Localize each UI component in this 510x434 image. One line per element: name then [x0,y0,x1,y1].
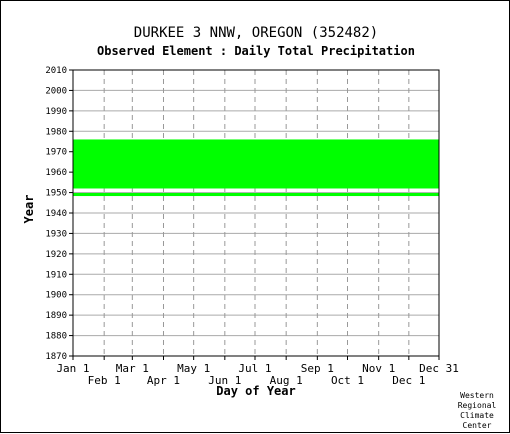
x-tick-label: Oct 1 [331,374,364,387]
credit-line-3: Climate [460,411,494,420]
y-tick-label: 1890 [45,311,67,321]
x-tick-label: Jun 1 [208,374,241,387]
x-tick-label: Mar 1 [116,362,149,375]
x-tick-label: Feb 1 [88,374,121,387]
chart-title: DURKEE 3 NNW, OREGON (352482) [133,25,379,41]
y-tick-label: 1930 [45,229,67,239]
y-tick-label: 1910 [45,270,67,280]
y-tick-label: 1870 [45,352,67,362]
x-tick-label: May 1 [177,362,210,375]
y-axis-label: Year [22,195,36,224]
x-tick-label: Dec 1 [392,374,425,387]
y-tick-label: 1880 [45,332,67,342]
y-tick-label: 2000 [45,86,67,96]
y-tick-label: 1990 [45,107,67,117]
y-tick-label: 1960 [45,168,67,178]
y-tick-label: 1900 [45,291,67,301]
x-tick-label: Jul 1 [238,362,271,375]
x-tick-label: Aug 1 [270,374,303,387]
y-tick-label: 1950 [45,189,67,199]
x-axis-label: Day of Year [216,384,295,398]
data-block [73,192,439,197]
credit-block: Western Regional Climate Center [449,391,505,431]
x-tick-label: Dec 31 [419,362,459,375]
y-tick-label: 1970 [45,148,67,158]
y-tick-label: 1980 [45,127,67,137]
x-tick-label: Nov 1 [362,362,395,375]
chart-subtitle: Observed Element : Daily Total Precipita… [97,44,415,58]
data-block [73,139,439,189]
x-tick-label: Jan 1 [56,362,89,375]
x-tick-label: Apr 1 [147,374,180,387]
y-tick-label: 1940 [45,209,67,219]
credit-line-2: Regional [457,401,497,410]
credit-line-4: Center [462,421,492,430]
y-tick-label: 2010 [45,66,67,76]
x-tick-label: Sep 1 [301,362,334,375]
y-tick-label: 1920 [45,250,67,260]
credit-line-1: Western [460,391,494,400]
